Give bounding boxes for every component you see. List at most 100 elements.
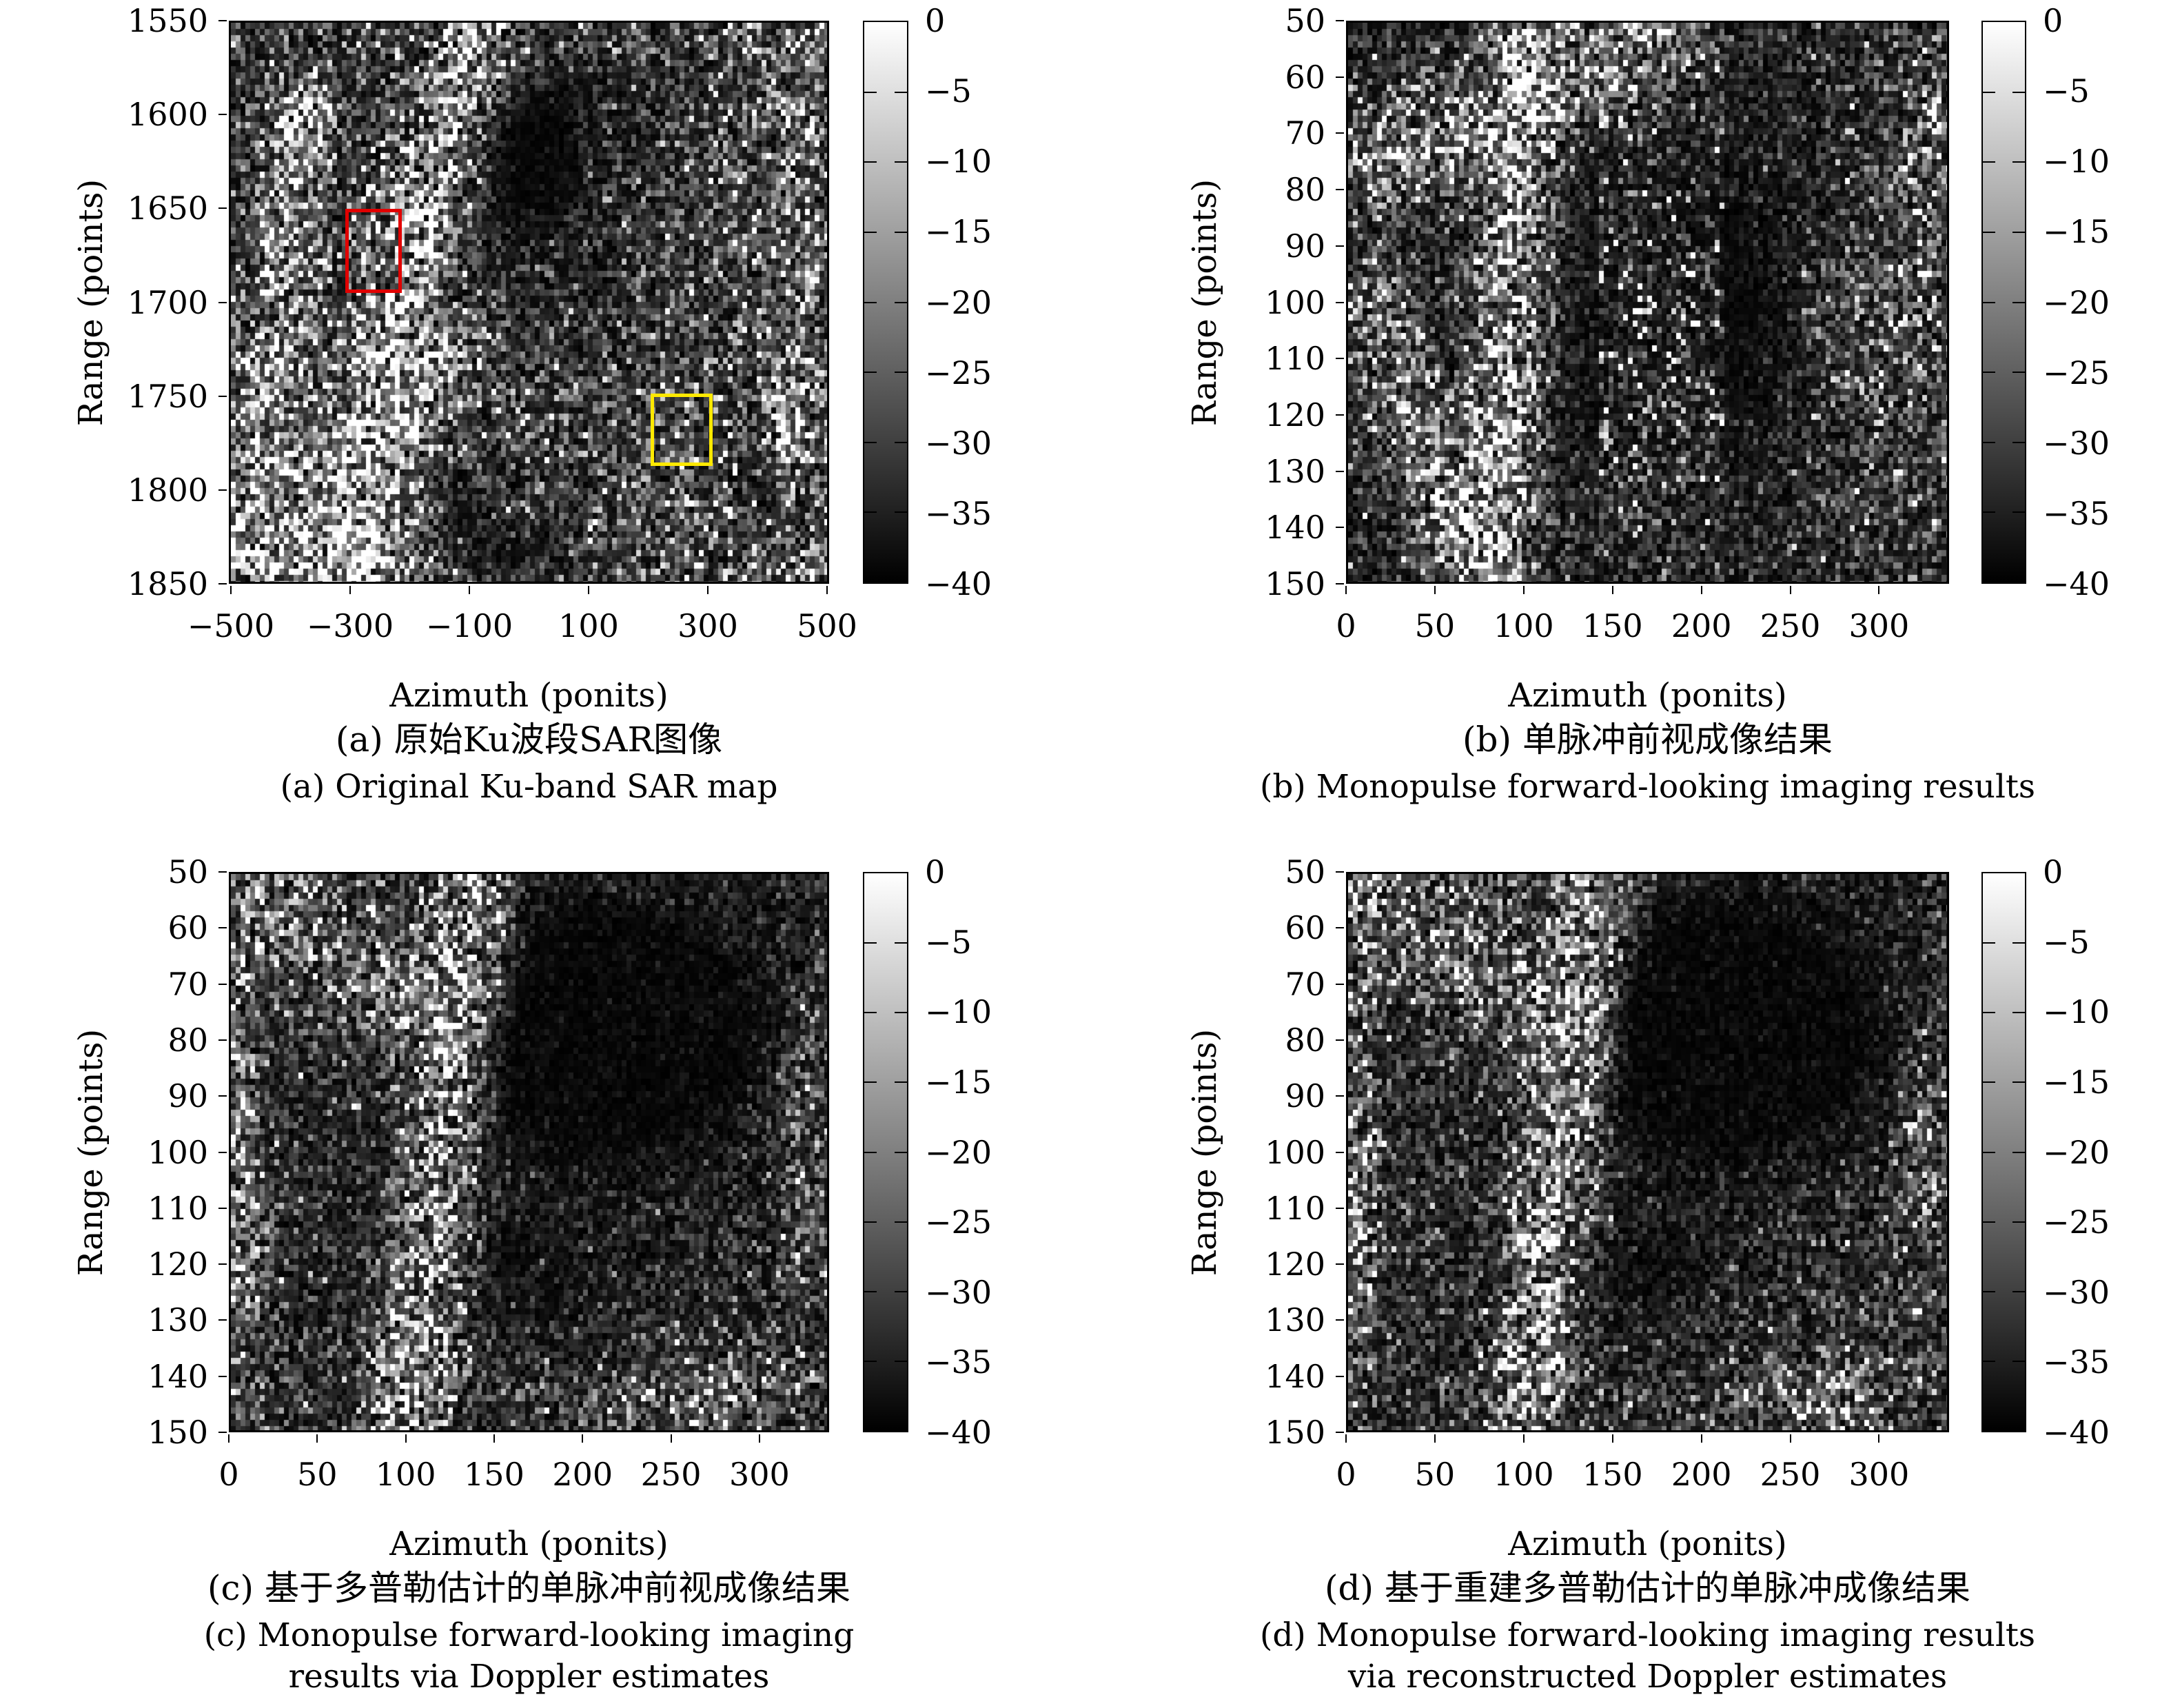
y-tick-label: 120 xyxy=(1265,1246,1325,1283)
colorbar-tick-mark xyxy=(1983,1221,1995,1223)
y-tick-label: 80 xyxy=(1285,1021,1325,1059)
y-tick-mark xyxy=(1336,358,1344,360)
colorbar-tick-mark xyxy=(864,1151,877,1153)
y-tick-label: 150 xyxy=(147,1414,208,1451)
colorbar-tick-mark xyxy=(895,231,907,233)
y-tick-label: 90 xyxy=(1285,227,1325,265)
x-tick-mark xyxy=(1700,1434,1702,1443)
x-tick-label: −100 xyxy=(425,607,513,644)
x-tick-label: 200 xyxy=(552,1456,613,1493)
highlight-box-yellow xyxy=(651,393,713,467)
sar-image-canvas-b xyxy=(1348,23,1947,582)
y-tick-label: 130 xyxy=(147,1301,208,1339)
colorbar-tick-label: −30 xyxy=(2043,1273,2110,1311)
x-tick-mark xyxy=(758,1434,760,1443)
y-tick-mark xyxy=(1336,1095,1344,1097)
y-tick-label: 90 xyxy=(1285,1077,1325,1115)
x-tick-label: 0 xyxy=(1336,607,1356,644)
colorbar-tick-mark xyxy=(1983,301,1995,303)
y-tick-mark xyxy=(1336,301,1344,303)
x-tick-label: 100 xyxy=(558,607,619,644)
x-tick-label: 0 xyxy=(1336,1456,1356,1493)
colorbar-tick-mark xyxy=(895,1290,907,1292)
x-tick-label: 100 xyxy=(1493,1456,1554,1493)
y-tick-mark xyxy=(218,301,227,303)
x-tick-mark xyxy=(587,586,589,594)
colorbar-tick-label: −30 xyxy=(925,1273,992,1311)
colorbar-tick-label: 0 xyxy=(2043,853,2063,891)
colorbar-tick-mark xyxy=(1983,1081,1995,1084)
y-tick-label: 140 xyxy=(1265,1357,1325,1395)
x-tick-mark xyxy=(1878,586,1880,594)
sar-image-canvas-d xyxy=(1348,874,1947,1430)
colorbar-tick-mark xyxy=(864,91,877,93)
y-tick-label: 70 xyxy=(1285,114,1325,152)
caption-en-d-line1: (d) Monopulse forward-looking imaging re… xyxy=(1260,1616,2035,1654)
colorbar-tick-mark xyxy=(864,942,877,944)
colorbar-tick-label: −15 xyxy=(925,213,992,251)
colorbar-tick-mark xyxy=(2012,301,2025,303)
y-tick-label: 100 xyxy=(1265,283,1325,321)
colorbar-tick-mark xyxy=(864,1221,877,1223)
colorbar-tick-mark xyxy=(1983,441,1995,443)
y-tick-label: 150 xyxy=(1265,565,1325,602)
y-tick-label: 140 xyxy=(147,1357,208,1395)
y-tick-mark xyxy=(218,1375,227,1377)
colorbar-tick-mark xyxy=(2012,161,2025,163)
colorbar-tick-label: −25 xyxy=(2043,354,2110,392)
colorbar-tick-mark xyxy=(864,161,877,163)
y-tick-label: 1700 xyxy=(127,283,208,321)
colorbar-tick-mark xyxy=(864,1360,877,1362)
colorbar-tick-label: −25 xyxy=(925,354,992,392)
colorbar-tick-mark xyxy=(895,1151,907,1153)
x-tick-mark xyxy=(1345,586,1347,594)
x-tick-label: 250 xyxy=(640,1456,702,1493)
y-tick-label: 1650 xyxy=(127,190,208,227)
colorbar-tick-mark xyxy=(1983,511,1995,514)
colorbar-tick-label: −35 xyxy=(2043,1343,2110,1381)
y-tick-label: 1800 xyxy=(127,471,208,509)
y-tick-label: 50 xyxy=(167,853,208,891)
sar-plot-a xyxy=(229,21,829,584)
y-tick-mark xyxy=(1336,1375,1344,1377)
caption-en-c-line2: results via Doppler estimates xyxy=(288,1658,770,1696)
highlight-box-red xyxy=(345,209,402,293)
colorbar-tick-mark xyxy=(895,161,907,163)
y-tick-mark xyxy=(1336,927,1344,929)
colorbar-tick-mark xyxy=(864,441,877,443)
colorbar-tick-mark xyxy=(864,372,877,374)
y-tick-mark xyxy=(218,983,227,985)
x-tick-label: 500 xyxy=(797,607,857,644)
colorbar-tick-mark xyxy=(895,1012,907,1014)
caption-en-d-line2: via reconstructed Doppler estimates xyxy=(1347,1658,1948,1696)
x-tick-label: −300 xyxy=(306,607,394,644)
colorbar-tick-label: −35 xyxy=(925,1343,992,1381)
y-tick-label: 110 xyxy=(147,1189,208,1227)
colorbar-tick-mark xyxy=(1983,161,1995,163)
sar-image-canvas-c xyxy=(231,874,827,1430)
x-tick-label: 250 xyxy=(1760,607,1821,644)
colorbar-tick-label: −35 xyxy=(925,494,992,532)
y-tick-mark xyxy=(1336,189,1344,191)
colorbar-b xyxy=(1981,21,2026,584)
y-tick-label: 90 xyxy=(167,1077,208,1115)
colorbar-tick-label: −35 xyxy=(2043,494,2110,532)
sar-plot-d xyxy=(1346,872,1949,1432)
colorbar-tick-mark xyxy=(2012,91,2025,93)
x-tick-mark xyxy=(1522,1434,1525,1443)
x-tick-label: 200 xyxy=(1671,1456,1732,1493)
x-tick-mark xyxy=(706,586,709,594)
y-tick-mark xyxy=(1336,414,1344,416)
y-tick-mark xyxy=(218,1095,227,1097)
x-tick-mark xyxy=(1789,586,1791,594)
x-tick-label: 50 xyxy=(1414,607,1456,644)
x-tick-mark xyxy=(1611,1434,1613,1443)
colorbar-tick-label: −5 xyxy=(925,72,972,110)
caption-en-a: (a) Original Ku-band SAR map xyxy=(280,768,778,806)
y-tick-mark xyxy=(218,207,227,210)
y-tick-label: 1750 xyxy=(127,377,208,415)
y-tick-mark xyxy=(1336,1432,1344,1433)
sar-plot-b xyxy=(1346,21,1949,584)
colorbar-tick-label: −20 xyxy=(2043,1133,2110,1171)
colorbar-tick-label: −15 xyxy=(925,1063,992,1101)
